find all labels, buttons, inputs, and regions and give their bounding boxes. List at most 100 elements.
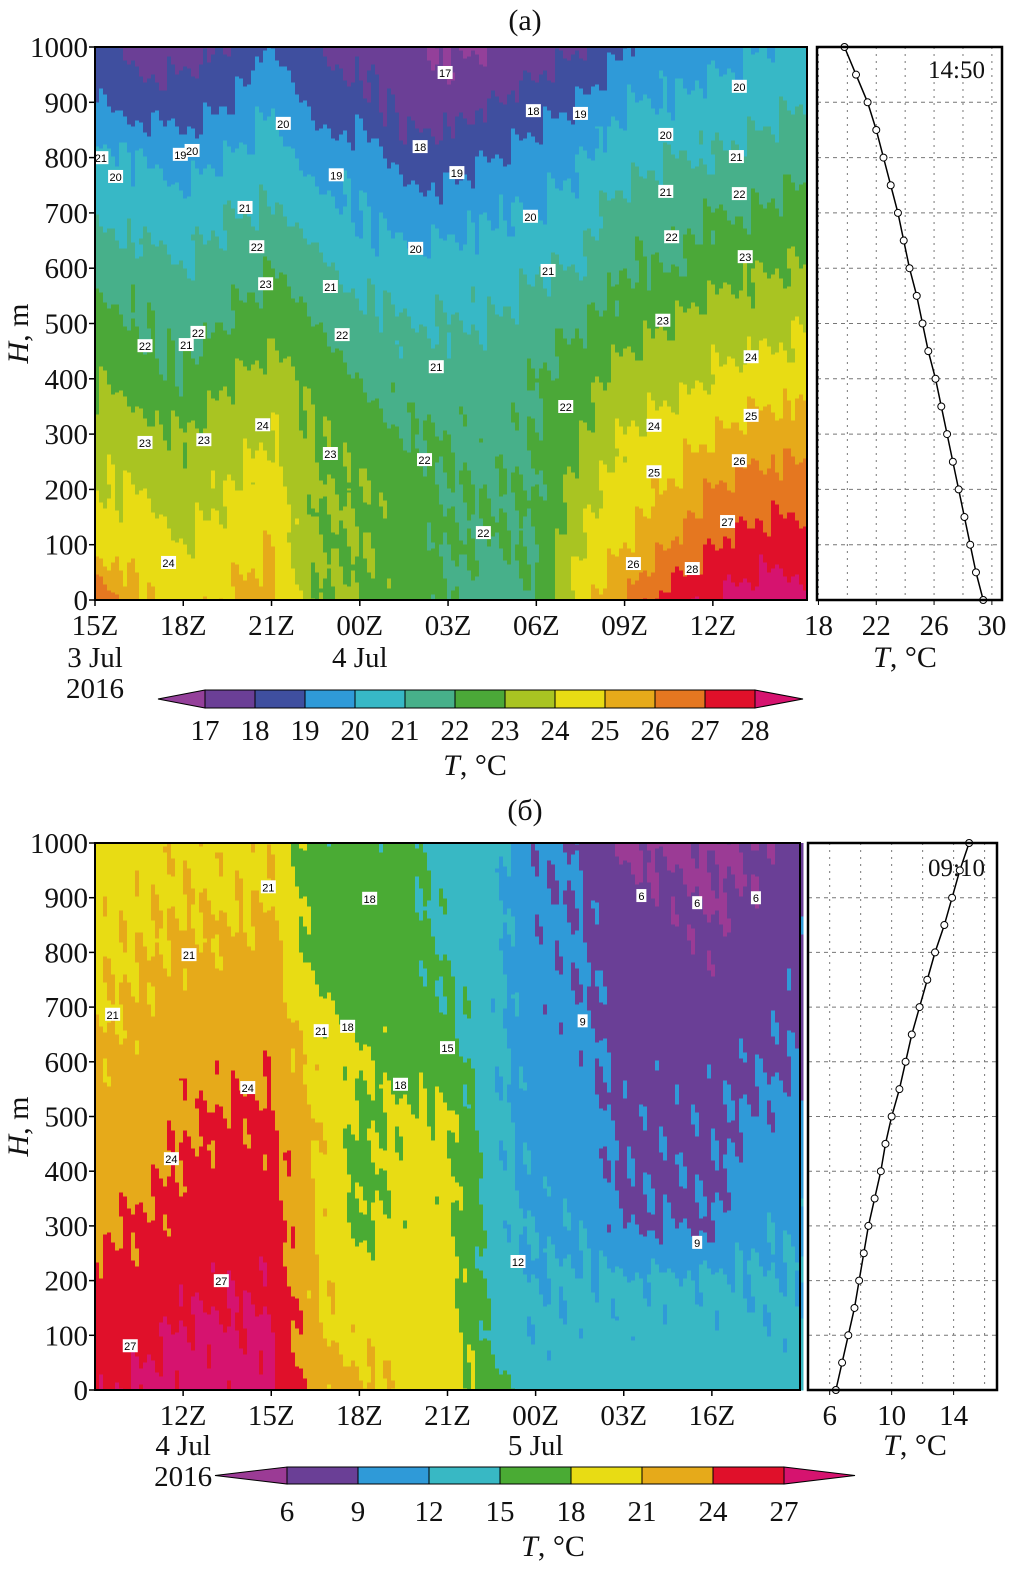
heatmap-cell bbox=[495, 314, 500, 457]
heatmap-cell bbox=[115, 166, 120, 241]
heatmap-cell bbox=[463, 414, 468, 427]
heatmap-cell bbox=[499, 950, 504, 1077]
heatmap-cell bbox=[323, 1208, 328, 1217]
heatmap-cell bbox=[587, 94, 592, 159]
heatmap-cell bbox=[359, 1212, 364, 1243]
heatmap-cell bbox=[247, 47, 252, 85]
heatmap-cell bbox=[751, 458, 756, 529]
heatmap-cell bbox=[255, 47, 260, 57]
heatmap-cell bbox=[315, 516, 320, 573]
heatmap-cell bbox=[295, 1366, 300, 1391]
heatmap-cell bbox=[443, 312, 448, 431]
colorbar-tick-label: 17 bbox=[191, 715, 220, 747]
heatmap-cell bbox=[679, 544, 684, 571]
heatmap-cell bbox=[307, 388, 312, 495]
heatmap-cell bbox=[643, 320, 648, 437]
heatmap-cell bbox=[387, 230, 392, 293]
heatmap-cell bbox=[231, 310, 236, 329]
heatmap-cell bbox=[607, 548, 612, 601]
heatmap-cell bbox=[727, 490, 732, 539]
heatmap-cell bbox=[543, 484, 548, 501]
heatmap-cell bbox=[483, 843, 488, 1231]
heatmap-cell bbox=[127, 472, 132, 563]
heatmap-cell bbox=[759, 520, 764, 555]
heatmap-cell bbox=[515, 430, 520, 467]
heatmap-cell bbox=[103, 232, 108, 303]
heatmap-cell bbox=[423, 906, 428, 911]
heatmap-cell bbox=[479, 47, 484, 65]
heatmap-cell bbox=[759, 340, 764, 411]
heatmap-cell bbox=[511, 916, 516, 947]
heatmap-cell bbox=[503, 974, 508, 1009]
heatmap-cell bbox=[571, 192, 576, 265]
heatmap-cell bbox=[795, 398, 800, 465]
heatmap-cell bbox=[359, 1380, 364, 1391]
heatmap-cell bbox=[167, 1228, 172, 1237]
heatmap-cell bbox=[219, 390, 224, 525]
heatmap-cell bbox=[319, 480, 324, 499]
heatmap-cell bbox=[359, 47, 364, 81]
heatmap-cell bbox=[295, 886, 300, 1021]
heatmap-cell bbox=[323, 552, 328, 579]
heatmap-cell bbox=[543, 843, 548, 1005]
heatmap-cell bbox=[655, 252, 660, 329]
heatmap-cell bbox=[511, 128, 516, 203]
heatmap-cell bbox=[351, 1030, 356, 1135]
heatmap-cell bbox=[159, 1322, 164, 1337]
heatmap-cell bbox=[551, 178, 556, 253]
heatmap-cell bbox=[539, 368, 544, 399]
heatmap-cell bbox=[515, 843, 520, 993]
contour-label-text: 22 bbox=[251, 242, 263, 254]
heatmap-cell bbox=[315, 1140, 320, 1255]
heatmap-cell bbox=[299, 102, 304, 171]
heatmap-cell bbox=[691, 168, 696, 235]
heatmap-cell bbox=[647, 290, 652, 329]
heatmap-cell bbox=[511, 946, 516, 995]
heatmap-cell bbox=[463, 554, 468, 601]
heatmap-cell bbox=[231, 152, 236, 209]
heatmap-cell bbox=[327, 564, 332, 569]
heatmap-cell bbox=[123, 248, 128, 327]
heatmap-cell bbox=[751, 120, 756, 189]
heatmap-cell bbox=[735, 586, 740, 601]
heatmap-cell bbox=[427, 918, 432, 1127]
heatmap-cell bbox=[563, 270, 568, 339]
heatmap-cell bbox=[459, 843, 464, 1057]
heatmap-cell bbox=[387, 1190, 392, 1219]
heatmap-cell bbox=[131, 284, 136, 313]
heatmap-cell bbox=[155, 410, 160, 519]
heatmap-cell bbox=[423, 968, 428, 987]
heatmap-cell bbox=[363, 98, 368, 131]
heatmap-cell bbox=[135, 1266, 140, 1357]
heatmap-cell bbox=[119, 1216, 124, 1249]
heatmap-cell bbox=[451, 590, 456, 601]
heatmap-cell bbox=[463, 244, 468, 333]
profile-x-axis-label-symbol: T bbox=[873, 641, 892, 674]
heatmap-cell bbox=[727, 538, 732, 575]
heatmap-cell bbox=[603, 1082, 608, 1111]
heatmap-cell bbox=[139, 1368, 144, 1385]
colorbar-segment bbox=[504, 689, 556, 709]
heatmap-cell bbox=[239, 78, 244, 143]
heatmap-cell bbox=[595, 128, 600, 149]
heatmap-cell bbox=[803, 114, 808, 183]
heatmap-cell bbox=[95, 288, 100, 415]
heatmap-cell bbox=[663, 400, 668, 491]
heatmap-cell bbox=[531, 1324, 536, 1345]
heatmap-cell bbox=[295, 222, 300, 303]
heatmap-cell bbox=[595, 1302, 600, 1391]
heatmap-cell bbox=[315, 324, 320, 463]
heatmap-cell bbox=[359, 238, 364, 311]
heatmap-cell bbox=[119, 248, 124, 315]
heatmap-cell bbox=[291, 1226, 296, 1249]
heatmap-cell bbox=[263, 256, 268, 375]
heatmap-cell bbox=[507, 1242, 512, 1375]
heatmap-cell bbox=[367, 504, 372, 533]
heatmap-cell bbox=[131, 60, 136, 127]
heatmap-cell bbox=[491, 1354, 496, 1391]
heatmap-cell bbox=[247, 84, 252, 155]
heatmap-cell bbox=[795, 316, 800, 399]
heatmap-cell bbox=[735, 216, 740, 299]
heatmap-cell bbox=[171, 540, 176, 601]
heatmap-cell bbox=[531, 210, 536, 287]
